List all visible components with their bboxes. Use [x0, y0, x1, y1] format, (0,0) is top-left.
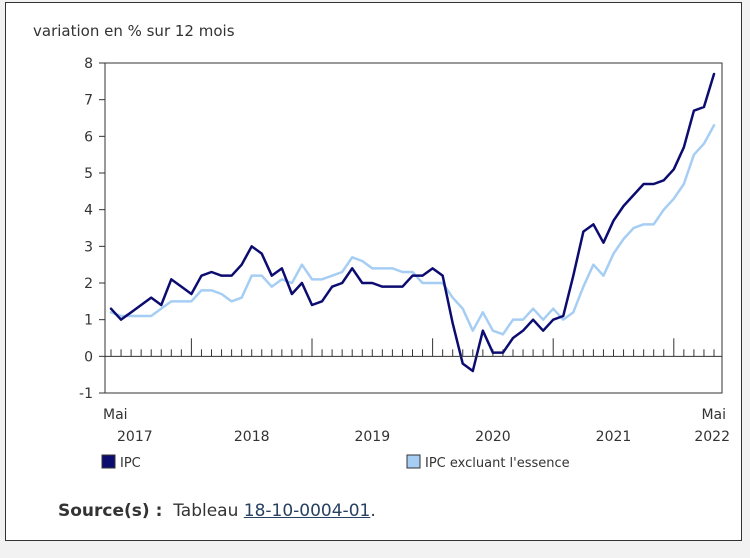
- source-label: Source(s) :: [58, 501, 163, 521]
- y-tick-label: 2: [84, 276, 93, 292]
- x-axis-month-label: Mai: [103, 407, 128, 423]
- series-line-ipc-excluant-essence: [109, 124, 716, 336]
- source-suffix: .: [370, 501, 376, 521]
- y-tick-label: 3: [84, 239, 93, 255]
- x-axis-year-label: 2018: [234, 429, 270, 445]
- x-axis-year-label: 2020: [475, 429, 511, 445]
- plot-area-border: [104, 62, 723, 394]
- y-axis-title: variation en % sur 12 mois: [33, 22, 235, 40]
- series-line-ipc: [109, 72, 716, 373]
- chart-svg: variation en % sur 12 mois -1 0 1 2 3 4 5 6 7 8 M…: [33, 22, 730, 471]
- source-table-link[interactable]: 18-10-0004-01: [243, 501, 371, 521]
- source-prefix: Tableau: [173, 501, 239, 521]
- y-tick-label: 1: [84, 313, 93, 329]
- y-tick-label: 4: [84, 203, 93, 219]
- source-note: Source(s) : Tableau 18-10-0004-01.: [58, 501, 376, 521]
- y-tick-label: 0: [84, 349, 93, 365]
- legend-label-ipc: IPC: [120, 456, 141, 471]
- y-tick-label: 6: [84, 129, 93, 145]
- x-axis-year-label: 2022: [694, 429, 730, 445]
- legend-label-ipc-excluant-essence: IPC excluant l'essence: [425, 456, 570, 471]
- y-tick-label: 5: [84, 166, 93, 182]
- y-tick-label: -1: [79, 386, 93, 402]
- x-axis-year-label: 2019: [354, 429, 390, 445]
- legend-swatch-ipc-excluant-essence: [406, 454, 421, 469]
- x-axis-month-label: Mai: [701, 407, 726, 423]
- y-tick-label: 7: [84, 93, 93, 109]
- legend-swatch-ipc: [101, 454, 116, 469]
- y-tick-label: 8: [84, 56, 93, 72]
- x-axis-year-label: 2017: [117, 429, 153, 445]
- chart-container: variation en % sur 12 mois -1 0 1 2 3 4 5 6 7 8 M…: [5, 2, 742, 541]
- x-axis-year-label: 2021: [596, 429, 632, 445]
